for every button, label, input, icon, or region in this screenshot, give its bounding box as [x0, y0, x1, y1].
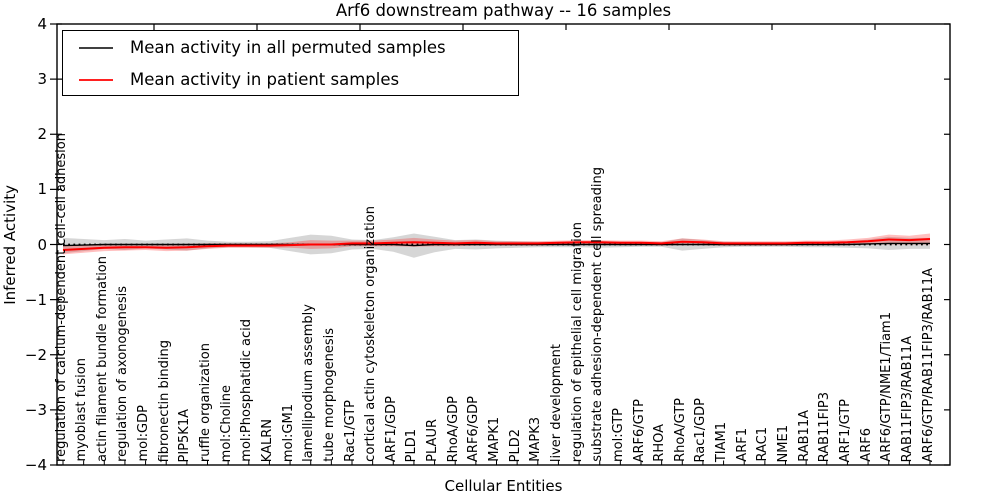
x-tick-label: RAB11A — [796, 410, 812, 462]
y-tick-label: 3 — [37, 70, 47, 89]
x-tick-label: mol:Choline — [218, 384, 234, 462]
x-tick-label: ARF6/GTP/NME1/Tiam1 — [879, 312, 895, 462]
x-tick-label: mol:Phosphatidic acid — [239, 319, 255, 462]
x-tick-label: RhoA/GDP — [445, 395, 461, 462]
x-tick-label: regulation of calcium-dependent cell-cel… — [53, 133, 69, 462]
x-tick-label: ARF1 — [734, 428, 750, 462]
x-tick-label: KALRN — [259, 418, 275, 462]
legend-line-black-icon — [79, 46, 113, 49]
x-tick-label: regulation of epithelial cell migration — [569, 221, 585, 462]
x-tick-label: RAC1 — [755, 427, 771, 462]
x-tick-label: ARF6/GDP — [466, 396, 482, 462]
x-tick-label: substrate adhesion-dependent cell spread… — [590, 167, 606, 462]
x-tick-label: liver development — [548, 343, 564, 462]
x-tick-label: tube morphogenesis — [321, 328, 337, 462]
legend-entry-permuted: Mean activity in all permuted samples — [63, 32, 518, 63]
y-tick-label: −2 — [24, 345, 47, 364]
x-tick-label: lamellipodium assembly — [301, 304, 317, 462]
x-tick-label: mol:GM1 — [280, 403, 296, 462]
x-tick-label: actin filament bundle formation — [94, 256, 110, 462]
x-tick-label: PLD1 — [404, 428, 420, 462]
x-tick-label: ARF1/GDP — [383, 396, 399, 462]
x-tick-label: ARF6/GTP — [631, 398, 647, 462]
legend-line-red-icon — [79, 78, 113, 81]
x-tick-label: cortical actin cytoskeleton organization — [363, 206, 379, 462]
x-tick-label: ARF6 — [858, 428, 874, 462]
y-tick-label: 2 — [37, 125, 47, 144]
x-tick-label: fibronectin binding — [156, 339, 172, 462]
x-tick-label: TIAM1 — [714, 421, 730, 462]
y-tick-label: −4 — [24, 456, 47, 474]
x-tick-label: PLD2 — [507, 428, 523, 462]
x-tick-label: mol:GTP — [610, 408, 626, 462]
x-tick-label: MAPK3 — [528, 417, 544, 462]
x-tick-label: PLAUR — [425, 419, 441, 462]
y-tick-label: 0 — [37, 235, 47, 254]
y-tick-label: −1 — [24, 290, 47, 309]
y-tick-label: 1 — [37, 180, 47, 199]
x-tick-label: Rac1/GTP — [342, 400, 358, 462]
x-tick-label: Rac1/GDP — [693, 397, 709, 462]
patient-mean-line — [62, 238, 931, 251]
x-tick-label: RHOA — [652, 424, 668, 462]
x-tick-label: mol:GDP — [136, 405, 152, 462]
x-tick-label: PIP5K1A — [177, 408, 193, 462]
x-tick-label: RAB11FIP3 — [817, 391, 833, 462]
legend: Mean activity in all permuted samples Me… — [62, 30, 519, 96]
x-tick-label: MAPK1 — [487, 417, 502, 462]
permuted-band — [63, 233, 930, 258]
permuted-mean-line — [62, 242, 930, 247]
legend-label-permuted: Mean activity in all permuted samples — [130, 38, 446, 57]
x-tick-label: RAB11FIP3/RAB11A — [899, 335, 915, 462]
x-tick-label: ARF1/GTP — [837, 398, 853, 462]
y-tick-label: −3 — [24, 400, 47, 419]
x-tick-label: regulation of axonogenesis — [115, 286, 131, 462]
chart-title: Arf6 downstream pathway -- 16 samples — [335, 1, 672, 20]
x-tick-label: ARF6/GTP/RAB11FIP3/RAB11A — [920, 267, 936, 462]
y-tick-label: 4 — [37, 15, 47, 33]
x-tick-label: myoblast fusion — [74, 358, 90, 462]
legend-entry-patient: Mean activity in patient samples — [63, 64, 518, 95]
x-tick-label: NME1 — [776, 424, 791, 462]
legend-label-patient: Mean activity in patient samples — [130, 70, 400, 89]
x-axis-label: Cellular Entities — [444, 477, 563, 495]
x-tick-label: ruffle organization — [198, 342, 213, 462]
x-tick-label: RhoA/GTP — [672, 398, 688, 462]
